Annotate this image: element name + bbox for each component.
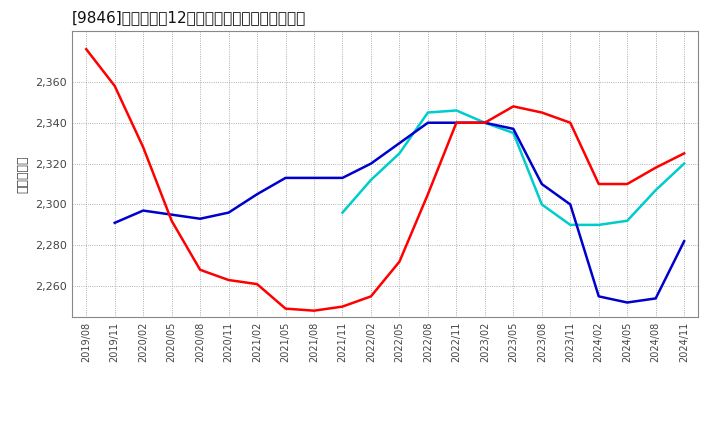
Text: [9846]　経常利益12か月移動合計の平均値の推移: [9846] 経常利益12か月移動合計の平均値の推移 [72, 11, 306, 26]
Y-axis label: （百万円）: （百万円） [17, 155, 30, 193]
